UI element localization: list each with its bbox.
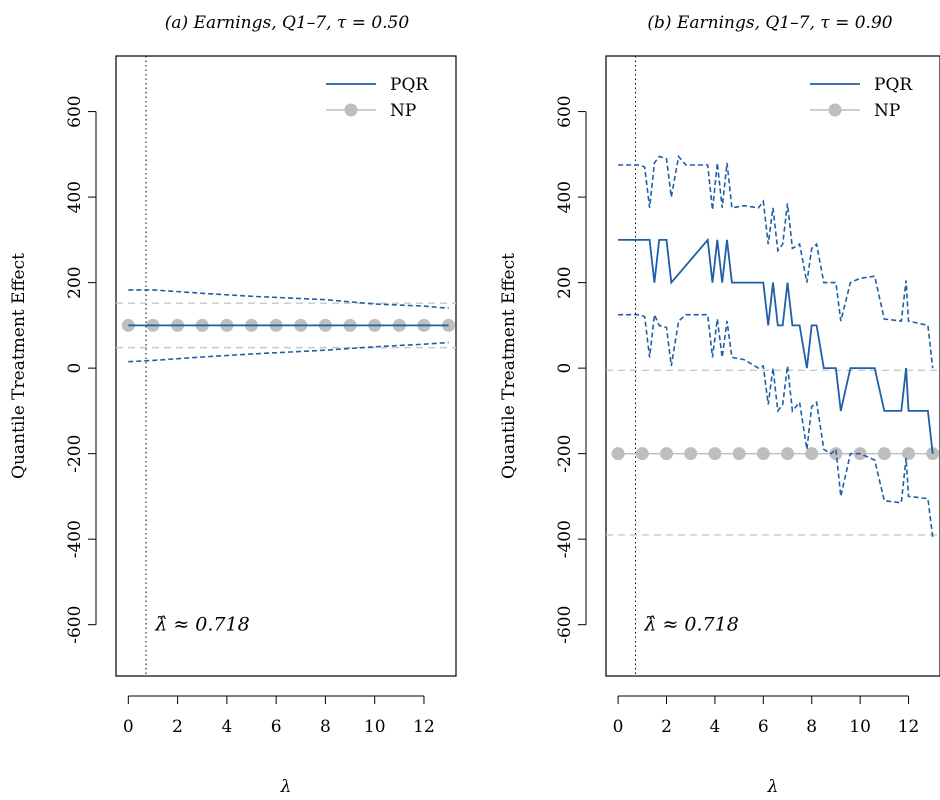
np-point (684, 447, 698, 461)
legend-np-marker (828, 103, 842, 117)
y-tick-label: -200 (65, 435, 85, 473)
pqr-line (618, 237, 934, 454)
x-tick-label: 0 (123, 717, 134, 737)
y-axis-label: Quantile Treatment Effect (499, 253, 519, 479)
y-tick-label: 600 (65, 95, 85, 127)
x-tick-label: 10 (364, 717, 386, 737)
series-group (606, 56, 940, 676)
lambda-hat-annotation: λ̂ ≈ 0.718 (154, 614, 249, 636)
y-axis-label: Quantile Treatment Effect (9, 253, 29, 479)
x-tick-label: 10 (849, 717, 871, 737)
panel-b: (b) Earnings, Q1–7, τ = 0.90 0 2 4 6 8 10 12 λ -6… (499, 13, 940, 797)
x-tick-label: 12 (898, 717, 920, 737)
y-tick-label: -600 (555, 606, 575, 644)
np-point (442, 318, 456, 332)
chart-title: (a) Earnings, Q1–7, τ = 0.50 (165, 13, 410, 33)
y-tick-label: 0 (555, 363, 575, 374)
np-point (635, 447, 649, 461)
legend-pqr-label: PQR (874, 75, 913, 95)
legend-np-label: NP (874, 101, 900, 121)
y-tick-label: -600 (65, 606, 85, 644)
y-tick-label: 0 (65, 363, 85, 374)
x-axis-label: λ (767, 777, 779, 797)
plot-frame (605, 55, 940, 677)
x-tick-label: 0 (613, 717, 624, 737)
y-tick-label: -400 (65, 520, 85, 558)
x-tick-label: 12 (413, 717, 435, 737)
y-tick-label: 400 (555, 181, 575, 213)
np-point (708, 447, 722, 461)
x-tick-label: 6 (758, 717, 769, 737)
np-point (877, 447, 891, 461)
y-tick-label: 200 (65, 266, 85, 298)
y-tick-label: -200 (555, 435, 575, 473)
pqr-lower-line (618, 311, 934, 538)
legend-np-marker (344, 103, 358, 117)
lambda-hat-annotation: λ̂ ≈ 0.718 (643, 614, 738, 636)
legend-np-label: NP (390, 101, 416, 121)
pqr-lower-line (128, 341, 449, 363)
np-point (756, 447, 770, 461)
np-point (660, 447, 674, 461)
np-point (805, 447, 819, 461)
x-tick-label: 8 (320, 717, 331, 737)
y-tick-label: 400 (65, 181, 85, 213)
x-tick-label: 4 (709, 717, 720, 737)
y-tick-label: 600 (555, 95, 575, 127)
x-tick-label: 6 (271, 717, 282, 737)
x-tick-label: 2 (172, 717, 183, 737)
series-group (116, 56, 456, 676)
np-point (611, 447, 625, 461)
x-axis-label: λ (280, 777, 292, 797)
pqr-upper-line (128, 289, 449, 310)
chart-title: (b) Earnings, Q1–7, τ = 0.90 (647, 13, 892, 33)
legend-pqr-label: PQR (390, 75, 429, 95)
np-point (902, 447, 916, 461)
y-tick-label: -400 (555, 520, 575, 558)
pqr-upper-line (618, 154, 934, 369)
x-tick-label: 2 (661, 717, 672, 737)
panel-a: (a) Earnings, Q1–7, τ = 0.50 0 2 4 6 8 10 12 λ -6… (9, 13, 457, 797)
x-tick-label: 8 (806, 717, 817, 737)
y-tick-label: 200 (555, 266, 575, 298)
np-point (732, 447, 746, 461)
plot-frame (115, 55, 457, 677)
x-tick-label: 4 (221, 717, 232, 737)
np-point (781, 447, 795, 461)
